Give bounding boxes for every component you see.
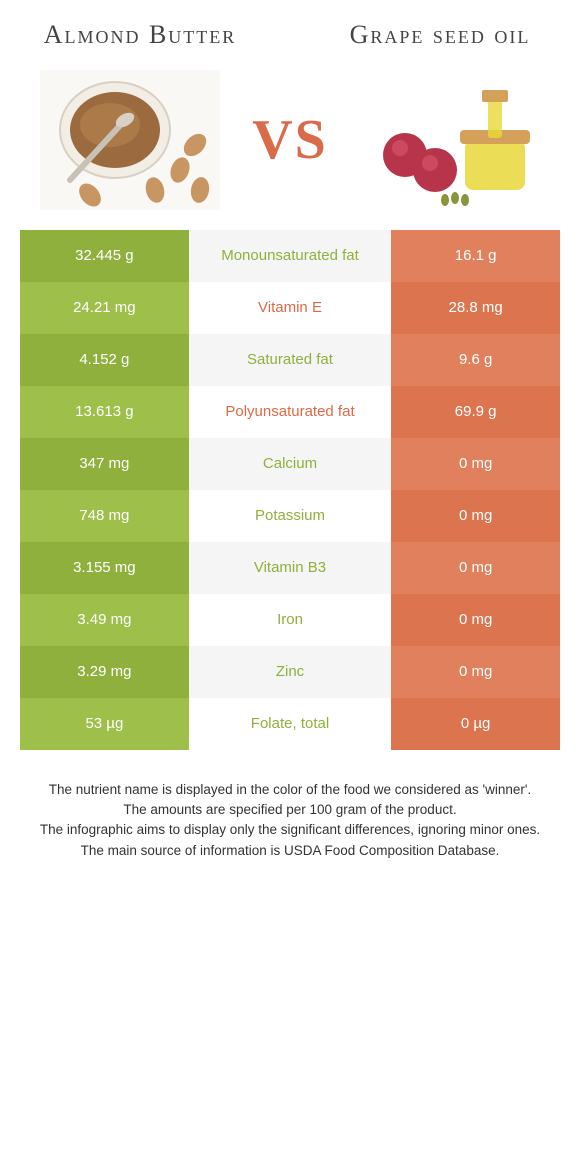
footer-line: The main source of information is USDA F… [30, 841, 550, 861]
grape-seed-oil-image [360, 70, 540, 210]
cell-right-value: 0 mg [391, 542, 560, 594]
cell-left-value: 748 mg [20, 490, 189, 542]
cell-nutrient-label: Potassium [189, 490, 392, 542]
cell-right-value: 0 µg [391, 698, 560, 750]
cell-right-value: 28.8 mg [391, 282, 560, 334]
cell-right-value: 0 mg [391, 490, 560, 542]
table-row: 4.152 gSaturated fat9.6 g [20, 334, 560, 386]
cell-right-value: 69.9 g [391, 386, 560, 438]
footer-line: The nutrient name is displayed in the co… [30, 780, 550, 800]
cell-right-value: 0 mg [391, 594, 560, 646]
cell-nutrient-label: Monounsaturated fat [189, 230, 392, 282]
cell-left-value: 3.155 mg [20, 542, 189, 594]
cell-right-value: 0 mg [391, 646, 560, 698]
cell-left-value: 32.445 g [20, 230, 189, 282]
cell-left-value: 3.49 mg [20, 594, 189, 646]
cell-left-value: 24.21 mg [20, 282, 189, 334]
vs-label: VS [252, 108, 328, 172]
cell-right-value: 16.1 g [391, 230, 560, 282]
table-row: 13.613 gPolyunsaturated fat69.9 g [20, 386, 560, 438]
table-row: 24.21 mgVitamin E28.8 mg [20, 282, 560, 334]
cell-nutrient-label: Vitamin E [189, 282, 392, 334]
title-left: Almond Butter [40, 20, 240, 50]
nutrition-table: 32.445 gMonounsaturated fat16.1 g24.21 m… [20, 230, 560, 750]
table-row: 53 µgFolate, total0 µg [20, 698, 560, 750]
cell-nutrient-label: Iron [189, 594, 392, 646]
footer-line: The amounts are specified per 100 gram o… [30, 800, 550, 820]
footer-line: The infographic aims to display only the… [30, 820, 550, 840]
cell-right-value: 9.6 g [391, 334, 560, 386]
cell-nutrient-label: Folate, total [189, 698, 392, 750]
table-row: 748 mgPotassium0 mg [20, 490, 560, 542]
images-row: VS [0, 60, 580, 230]
cell-nutrient-label: Calcium [189, 438, 392, 490]
footer-notes: The nutrient name is displayed in the co… [0, 750, 580, 861]
cell-left-value: 4.152 g [20, 334, 189, 386]
title-right: Grape seed oil [340, 20, 540, 50]
almond-butter-image [40, 70, 220, 210]
cell-nutrient-label: Zinc [189, 646, 392, 698]
table-row: 3.29 mgZinc0 mg [20, 646, 560, 698]
cell-left-value: 53 µg [20, 698, 189, 750]
cell-right-value: 0 mg [391, 438, 560, 490]
table-row: 32.445 gMonounsaturated fat16.1 g [20, 230, 560, 282]
cell-left-value: 347 mg [20, 438, 189, 490]
table-row: 3.49 mgIron0 mg [20, 594, 560, 646]
cell-nutrient-label: Polyunsaturated fat [189, 386, 392, 438]
table-row: 3.155 mgVitamin B30 mg [20, 542, 560, 594]
table-row: 347 mgCalcium0 mg [20, 438, 560, 490]
cell-left-value: 3.29 mg [20, 646, 189, 698]
cell-left-value: 13.613 g [20, 386, 189, 438]
cell-nutrient-label: Saturated fat [189, 334, 392, 386]
cell-nutrient-label: Vitamin B3 [189, 542, 392, 594]
